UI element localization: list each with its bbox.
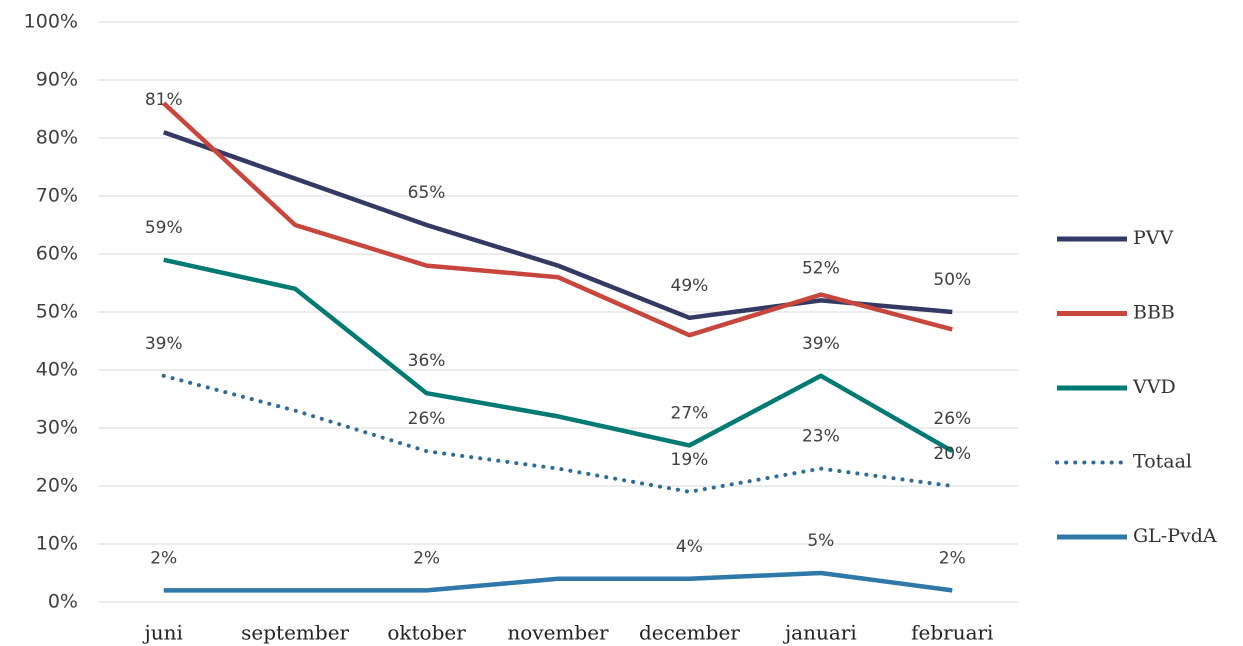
- legend-label: BBB: [1133, 302, 1175, 324]
- x-tick-label: november: [507, 621, 609, 645]
- x-tick-label: juni: [143, 621, 183, 645]
- y-tick-label: 60%: [36, 243, 78, 265]
- y-tick-label: 70%: [36, 185, 78, 207]
- y-tick-label: 20%: [36, 475, 78, 497]
- legend-label: Totaal: [1133, 451, 1192, 473]
- data-label: 5%: [807, 531, 834, 551]
- series-line: [163, 257, 954, 454]
- data-label: 2%: [150, 548, 177, 568]
- y-tick-label: 40%: [36, 359, 78, 381]
- data-label: 65%: [408, 183, 446, 203]
- data-label: 52%: [802, 258, 840, 278]
- data-label: 50%: [933, 270, 971, 290]
- data-label: 26%: [408, 409, 446, 429]
- y-tick-label: 80%: [36, 127, 78, 149]
- data-label: 59%: [145, 218, 183, 238]
- series-line: [163, 570, 953, 593]
- data-label: 4%: [676, 537, 703, 557]
- y-tick-label: 90%: [36, 69, 78, 91]
- data-label: 81%: [145, 90, 183, 110]
- data-label: 26%: [933, 409, 971, 429]
- x-tick-label: januari: [783, 621, 857, 645]
- series-line: [161, 373, 955, 494]
- series-line: [162, 101, 953, 338]
- data-label: 39%: [145, 334, 183, 354]
- y-tick-label: 50%: [36, 301, 78, 323]
- data-label: 19%: [671, 450, 709, 470]
- legend-label: GL-PvdA: [1133, 525, 1217, 547]
- legend-label: PVV: [1133, 227, 1174, 249]
- legend-label: VVD: [1132, 376, 1176, 398]
- data-label: 36%: [408, 351, 446, 371]
- data-label: 23%: [802, 427, 840, 447]
- x-tick-label: september: [241, 621, 349, 645]
- series-line: [162, 130, 953, 321]
- x-tick-label: februari: [911, 621, 993, 645]
- y-tick-label: 100%: [24, 11, 78, 33]
- data-label: 20%: [933, 444, 971, 464]
- y-tick-label: 30%: [36, 417, 78, 439]
- data-label: 2%: [413, 548, 440, 568]
- y-tick-label: 10%: [36, 533, 78, 555]
- data-label: 27%: [671, 403, 709, 423]
- data-label: 49%: [671, 276, 709, 296]
- data-label: 2%: [939, 548, 966, 568]
- data-label: 39%: [802, 334, 840, 354]
- x-tick-label: oktober: [387, 621, 466, 645]
- x-tick-label: december: [639, 621, 740, 645]
- y-tick-label: 0%: [48, 591, 78, 613]
